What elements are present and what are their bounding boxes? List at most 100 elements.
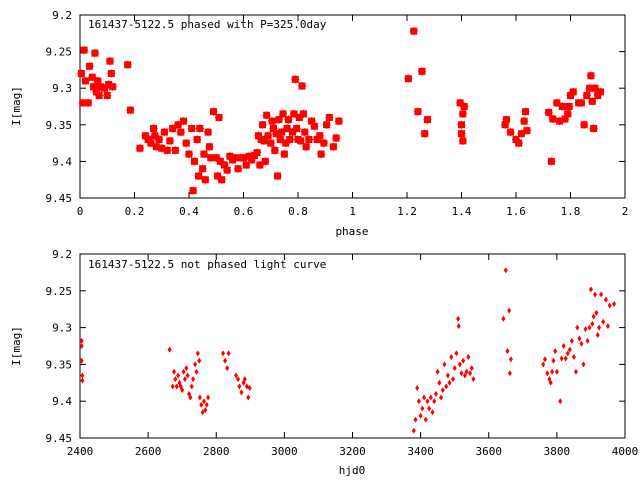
raw-data-point xyxy=(174,383,179,390)
raw-data-point xyxy=(603,296,608,303)
raw-data-point xyxy=(456,315,461,322)
phased-data-point xyxy=(223,166,232,175)
raw-data-point xyxy=(444,383,449,390)
phased-data-point xyxy=(423,115,432,124)
raw-data-point xyxy=(203,407,208,414)
phased-y-axis: 9.2 9.25 9.3 9.35 9.4 9.45 xyxy=(46,9,625,205)
phased-data-point xyxy=(291,75,300,84)
raw-data-point xyxy=(462,372,467,379)
phased-data-point xyxy=(165,136,174,145)
phased-x-tick-label: 0.2 xyxy=(125,205,145,218)
raw-data-point xyxy=(575,324,580,331)
raw-data-point xyxy=(588,286,593,293)
raw-y-tick-label: 9.4 xyxy=(52,395,72,408)
raw-data-point xyxy=(541,361,546,368)
phased-x-tick-label: 0 xyxy=(77,205,84,218)
raw-data-point xyxy=(471,376,476,383)
raw-data-point xyxy=(579,340,584,347)
raw-data-point xyxy=(246,394,251,401)
phased-data-point xyxy=(315,131,324,140)
phased-x-tick-label: 0.8 xyxy=(288,205,308,218)
raw-data-point xyxy=(468,370,473,377)
phased-data-point xyxy=(107,69,116,78)
raw-data-point xyxy=(454,350,459,357)
phased-y-tick-label: 9.25 xyxy=(46,46,73,59)
phased-x-axis: 0 0.2 0.4 0.6 0.8 1 1.2 1.4 1.6 1.8 2 xyxy=(77,15,629,218)
raw-data-point xyxy=(423,416,428,423)
raw-data-point xyxy=(567,346,572,353)
raw-data-point xyxy=(223,357,228,364)
phased-data-point xyxy=(266,139,275,148)
raw-data-point xyxy=(583,326,588,333)
raw-data-point xyxy=(435,368,440,375)
raw-data-point xyxy=(180,387,185,394)
phased-data-point xyxy=(199,150,208,159)
raw-data-point xyxy=(577,335,582,342)
raw-data-point xyxy=(237,383,242,390)
phased-data-point xyxy=(189,186,198,195)
raw-data-point xyxy=(432,398,437,405)
raw-data-point xyxy=(204,401,209,408)
raw-y-label: I[mag] xyxy=(10,326,23,366)
phased-data-point xyxy=(270,146,279,155)
phased-data-point xyxy=(457,129,466,138)
phased-data-point xyxy=(589,124,598,133)
raw-data-point xyxy=(79,357,84,364)
raw-data-point xyxy=(416,398,421,405)
raw-data-point xyxy=(545,370,550,377)
phased-data-point xyxy=(292,124,301,133)
raw-data-point xyxy=(191,376,196,383)
phased-data-point xyxy=(334,117,343,126)
raw-data-point xyxy=(563,355,568,362)
phased-data-point xyxy=(332,133,341,142)
phased-data-point xyxy=(558,102,567,111)
phased-data-point xyxy=(198,164,207,173)
phased-data-point xyxy=(195,124,204,133)
raw-data-point xyxy=(571,354,576,361)
raw-data-point xyxy=(585,337,590,344)
raw-data-point xyxy=(449,354,454,361)
phased-data-point xyxy=(264,131,273,140)
raw-y-tick-label: 9.3 xyxy=(52,322,72,335)
phased-data-point xyxy=(299,109,308,118)
raw-data-point xyxy=(413,416,418,423)
raw-data-point xyxy=(445,372,450,379)
phased-y-tick-label: 9.2 xyxy=(52,9,72,22)
raw-data-point xyxy=(561,343,566,349)
phased-data-point xyxy=(80,46,89,55)
raw-data-point xyxy=(411,427,416,434)
raw-x-axis: 2400 2600 2800 3000 3200 3400 3600 3800 4000 xyxy=(67,254,638,458)
raw-data-point xyxy=(550,368,555,375)
phased-data-point xyxy=(214,113,223,122)
raw-data-point xyxy=(226,350,231,357)
raw-data-point xyxy=(457,361,462,368)
raw-data-point xyxy=(442,361,447,368)
phased-data-point xyxy=(77,69,86,78)
phased-data-point xyxy=(90,49,99,58)
phased-x-tick-label: 0.6 xyxy=(234,205,254,218)
phased-data-point xyxy=(253,148,262,157)
phased-data-point xyxy=(155,135,164,144)
raw-data-point xyxy=(466,354,471,361)
raw-data-point xyxy=(181,368,186,375)
phased-data-point xyxy=(544,108,553,117)
raw-data-point xyxy=(559,355,564,362)
raw-data-point xyxy=(593,291,598,298)
raw-data-point xyxy=(595,331,600,338)
raw-x-tick-label: 2800 xyxy=(203,445,230,458)
phased-data-point xyxy=(588,97,597,106)
raw-data-point xyxy=(553,348,558,355)
phased-data-point xyxy=(193,135,202,144)
raw-data-point xyxy=(234,372,239,379)
phased-data-point xyxy=(205,142,214,151)
phased-data-point xyxy=(520,117,529,126)
raw-data-point xyxy=(433,390,438,397)
raw-data-point xyxy=(565,350,570,357)
phased-data-point xyxy=(458,109,467,118)
raw-data-point xyxy=(195,350,200,357)
raw-data-point xyxy=(422,394,427,401)
raw-data-point xyxy=(548,379,553,386)
phased-x-tick-label: 2 xyxy=(622,205,629,218)
phased-data-point xyxy=(126,106,135,115)
raw-x-tick-label: 3600 xyxy=(476,445,503,458)
